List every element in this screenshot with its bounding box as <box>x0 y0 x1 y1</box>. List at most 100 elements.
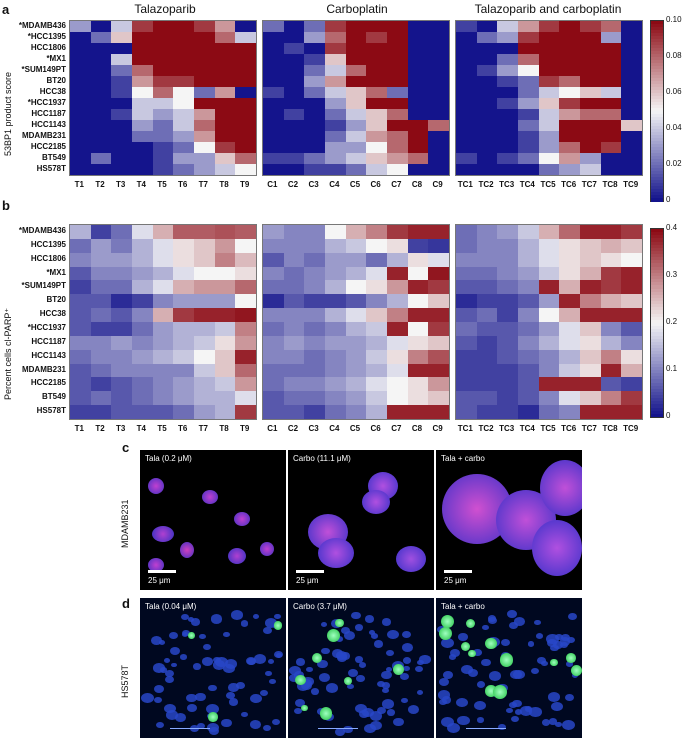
heatmap-cell <box>621 142 642 154</box>
heatmap-cell <box>559 109 581 121</box>
heatmap-cell <box>428 164 449 175</box>
heatmap-cell <box>70 142 92 154</box>
heatmap-cell <box>600 98 622 110</box>
heatmap-cell <box>538 87 560 99</box>
column-label: C5 <box>349 424 361 433</box>
heatmap-cell <box>173 120 195 132</box>
heatmap-cell <box>263 238 285 254</box>
heatmap-cell <box>173 266 195 281</box>
nucleus-dot <box>548 718 558 726</box>
heatmap-cell <box>600 391 622 406</box>
heatmap-cell <box>304 308 326 323</box>
heatmap-cell <box>263 120 285 132</box>
heatmap-cell <box>600 109 622 121</box>
heatmap-cell <box>580 43 602 55</box>
micrograph-d-tala: Tala (0.04 μM) <box>140 598 286 738</box>
heatmap-cell <box>518 142 540 154</box>
heatmap-cell <box>518 76 540 88</box>
heatmap-cell <box>366 54 388 66</box>
colorbar-segment <box>651 57 663 61</box>
heatmap-cell <box>580 32 602 44</box>
heatmap-cell <box>194 377 216 392</box>
heatmap-cell <box>407 164 429 175</box>
heatmap-cell <box>325 308 347 323</box>
heatmap-cell <box>70 76 92 88</box>
heatmap-cell <box>194 225 216 240</box>
heatmap-cell <box>235 43 256 55</box>
cl-parp-positive-cell <box>440 615 455 629</box>
heatmap-cell <box>456 76 478 88</box>
heatmap-cell <box>90 280 112 295</box>
column-label: T4 <box>136 180 146 189</box>
nucleus-dot <box>403 665 410 671</box>
column-label: TC9 <box>623 424 639 433</box>
heatmap-cell <box>600 308 622 323</box>
column-label: TC1 <box>457 424 473 433</box>
heatmap-cell <box>214 391 236 406</box>
nucleus-dot <box>214 656 228 668</box>
heatmap-cell <box>90 164 112 175</box>
heatmap-cell <box>345 308 367 323</box>
colorbar-segment <box>651 291 663 296</box>
colorbar-segment <box>651 75 663 79</box>
colorbar-segment <box>651 45 663 49</box>
colorbar-segment <box>651 254 663 258</box>
heatmap-cell <box>132 131 154 143</box>
heatmap-cell <box>90 363 112 378</box>
heatmap-cell <box>70 54 92 66</box>
cl-parp-positive-cell <box>566 653 576 663</box>
heatmap-cell <box>387 76 409 88</box>
colorbar-a <box>650 20 664 202</box>
heatmap-cell <box>152 294 174 309</box>
heatmap-cell <box>304 54 326 66</box>
heatmap-cell <box>407 109 429 121</box>
colorbar-segment <box>651 279 663 283</box>
heatmap-cell <box>152 32 174 44</box>
heatmap-cell <box>559 363 581 378</box>
heatmap-cell <box>132 54 154 66</box>
nucleus-dot <box>154 685 165 694</box>
heatmap-cell <box>235 335 256 351</box>
heatmap-cell <box>387 349 409 365</box>
heatmap-cell <box>304 225 326 240</box>
cl-parp-positive-cell <box>188 632 195 639</box>
heatmap-cell <box>345 405 367 419</box>
nucleus <box>180 542 194 558</box>
heatmap-cell <box>111 225 133 240</box>
nucleus-dot <box>514 708 522 715</box>
heatmap-cell <box>600 322 622 337</box>
nucleus-dot <box>356 674 365 682</box>
row-label: HCC1187 <box>31 336 66 346</box>
heatmap-cell <box>235 76 256 88</box>
heatmap-cell <box>580 280 602 295</box>
heatmap-cell <box>476 280 498 295</box>
heatmap-cell <box>476 153 498 165</box>
nucleus-dot <box>419 655 431 665</box>
heatmap-cell <box>456 32 478 44</box>
heatmap-cell <box>538 65 560 77</box>
heatmap-cell <box>476 142 498 154</box>
nucleus-dot <box>393 717 405 727</box>
heatmap-cell <box>263 131 285 143</box>
nucleus-dot <box>534 619 542 626</box>
heatmap-cell <box>235 131 256 143</box>
row-label: *MX1 <box>46 267 66 277</box>
heatmap-cell <box>456 363 478 378</box>
nucleus-dot <box>364 724 376 734</box>
nucleus-dot <box>368 629 375 635</box>
heatmap-cell <box>387 131 409 143</box>
heatmap-cell <box>214 98 236 110</box>
heatmap-cell <box>304 153 326 165</box>
heatmap-cell <box>407 98 429 110</box>
heatmap-cell <box>132 405 154 419</box>
column-label: TC6 <box>561 180 577 189</box>
heatmap-cell <box>194 142 216 154</box>
cl-parp-positive-cell <box>311 653 322 664</box>
nucleus-dot <box>160 667 168 673</box>
cell-line-label-d: HS578T <box>120 664 130 698</box>
colorbar-segment <box>651 360 663 365</box>
colorbar-segment <box>651 297 663 302</box>
colorbar-segment <box>651 235 663 239</box>
colorbar-segment <box>651 156 663 160</box>
row-label: HCC2185 <box>30 141 66 151</box>
